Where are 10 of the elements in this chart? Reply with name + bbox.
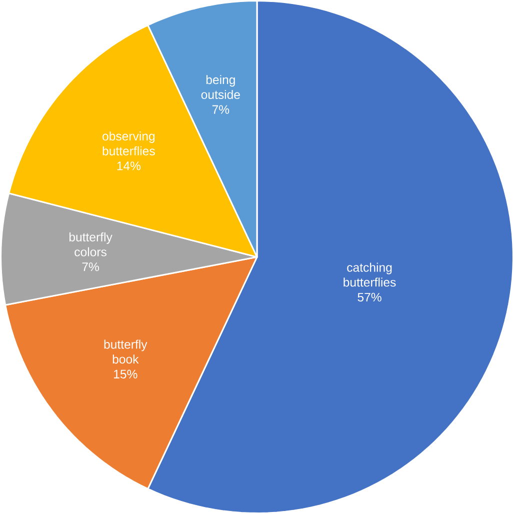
data-label: 15% <box>114 370 138 378</box>
slice-label: butterfly colors <box>69 232 112 256</box>
data-label: 7% <box>82 262 99 272</box>
slice-label: catching butterflies <box>344 262 396 287</box>
slice-label: observing butterflies <box>102 131 155 156</box>
slice-label: butterfly book <box>104 340 148 364</box>
data-label: 57% <box>358 292 382 302</box>
data-label: 14% <box>117 162 141 170</box>
data-label: 7% <box>212 105 230 114</box>
slice-label: being outside <box>201 75 240 99</box>
